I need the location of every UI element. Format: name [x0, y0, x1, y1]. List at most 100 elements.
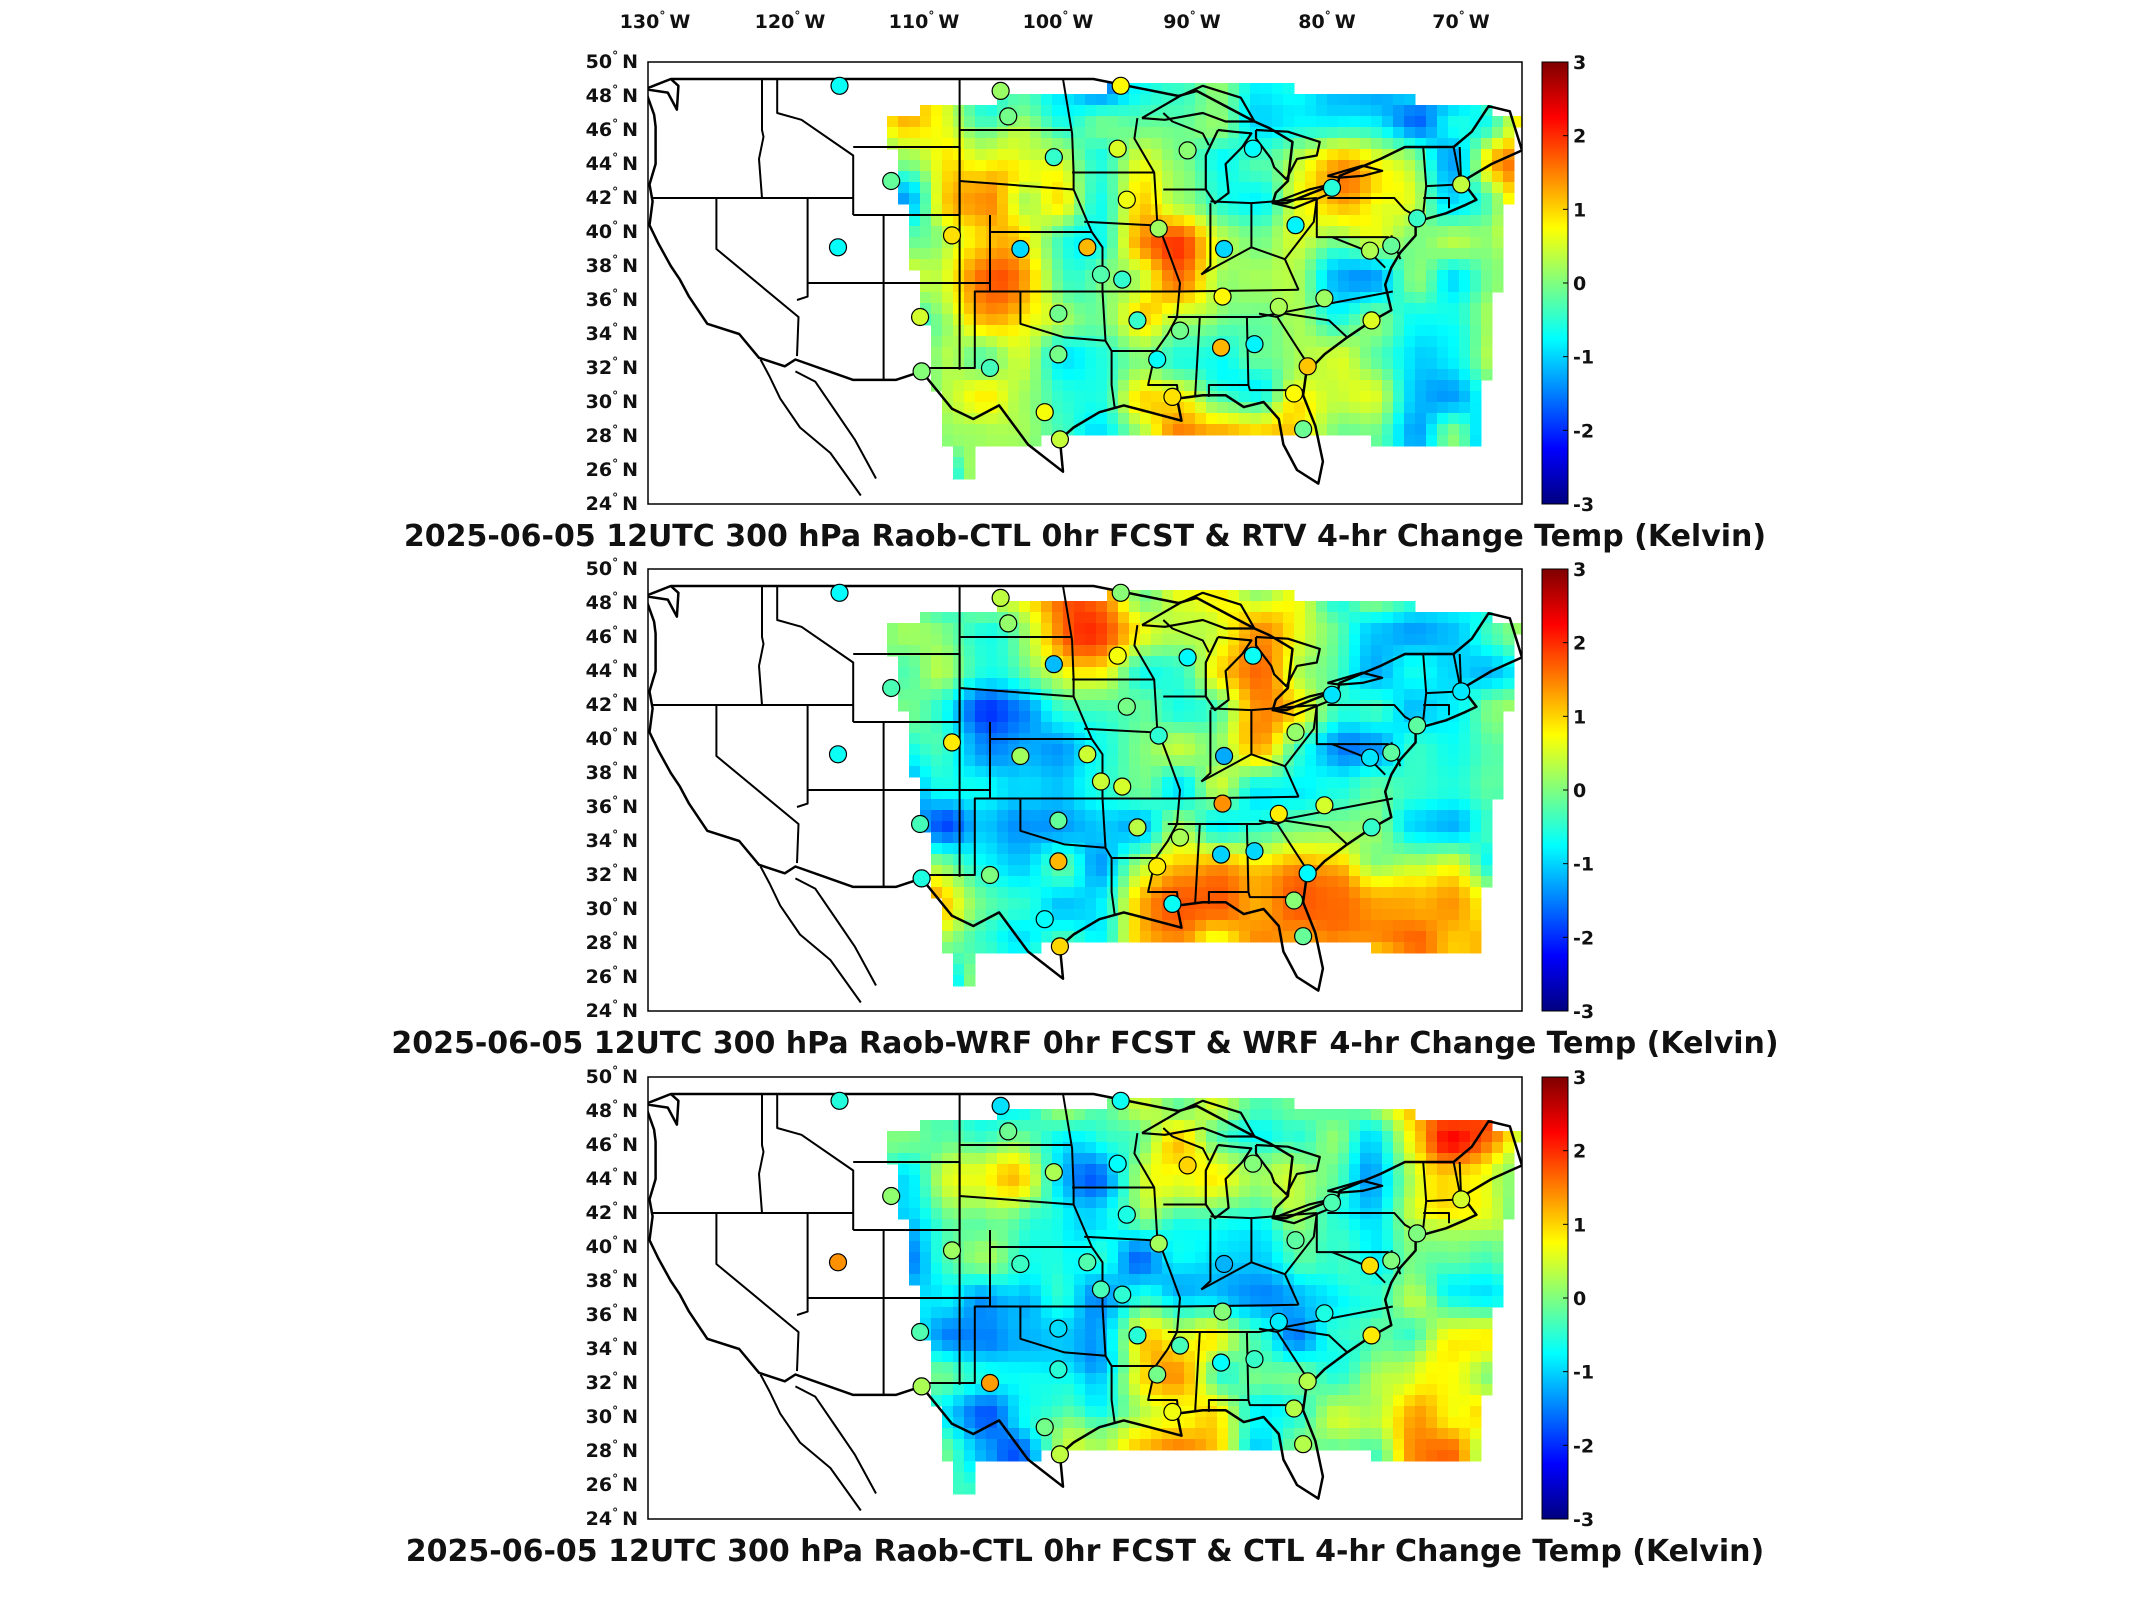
field-cell: [1360, 281, 1372, 293]
field-cell: [1404, 1285, 1416, 1297]
field-cell: [1250, 160, 1262, 172]
field-cell: [1096, 1109, 1108, 1121]
field-cell: [1448, 402, 1460, 414]
field-cell: [986, 942, 998, 954]
field-cell: [986, 270, 998, 282]
field-cell: [964, 1307, 976, 1319]
field-cell: [1448, 667, 1460, 679]
field-cell: [1261, 1098, 1273, 1110]
field-cell: [1206, 292, 1218, 304]
field-cell: [1437, 1296, 1449, 1308]
field-cell: [1459, 667, 1471, 679]
field-cell: [1096, 424, 1108, 436]
field-cell: [1008, 369, 1020, 381]
field-cell: [898, 1142, 910, 1154]
field-cell: [1327, 931, 1339, 943]
field-cell: [1470, 832, 1482, 844]
field-cell: [1382, 920, 1394, 932]
field-cell: [1426, 656, 1438, 668]
field-cell: [1338, 656, 1350, 668]
field-cell: [931, 1362, 943, 1374]
field-cell: [898, 171, 910, 183]
field-cell: [898, 1175, 910, 1187]
field-cell: [1393, 105, 1405, 117]
field-cell: [1437, 777, 1449, 789]
raob-station-marker: [1214, 746, 1234, 766]
field-cell: [1107, 259, 1119, 271]
field-cell: [1228, 744, 1240, 756]
field-cell: [1030, 667, 1042, 679]
field-cell: [1415, 843, 1427, 855]
field-cell: [1096, 1131, 1108, 1143]
field-cell: [1360, 1318, 1372, 1330]
field-cell: [931, 149, 943, 161]
field-cell: [1492, 733, 1504, 745]
latitude-value: 26: [586, 966, 612, 988]
field-cell: [1140, 1241, 1152, 1253]
field-cell: [1316, 171, 1328, 183]
field-cell: [1272, 898, 1284, 910]
field-cell: [1448, 314, 1460, 326]
field-cell: [1184, 821, 1196, 833]
field-cell: [931, 1153, 943, 1165]
field-cell: [1096, 402, 1108, 414]
field-cell: [1316, 766, 1328, 778]
field-cell: [986, 766, 998, 778]
field-cell: [1404, 733, 1416, 745]
field-cell: [1184, 612, 1196, 624]
field-cell: [1360, 832, 1372, 844]
field-cell: [1118, 160, 1130, 172]
field-cell: [1459, 336, 1471, 348]
field-cell: [1360, 612, 1372, 624]
field-cell: [1305, 1351, 1317, 1363]
field-cell: [1272, 1197, 1284, 1209]
field-cell: [1085, 292, 1097, 304]
field-cell: [1052, 700, 1064, 712]
field-cell: [1052, 1120, 1064, 1132]
field-cell: [975, 281, 987, 293]
field-cell: [1195, 1340, 1207, 1352]
field-cell: [1294, 1219, 1306, 1231]
field-cell: [1382, 711, 1394, 723]
field-cell: [1415, 733, 1427, 745]
field-cell: [1195, 1208, 1207, 1220]
field-cell: [1437, 711, 1449, 723]
field-cell: [964, 612, 976, 624]
field-cell: [1261, 193, 1273, 205]
field-cell: [1217, 700, 1229, 712]
field-cell: [1371, 777, 1383, 789]
field-cell: [1382, 303, 1394, 315]
field-cell: [1404, 656, 1416, 668]
field-cell: [1448, 380, 1460, 392]
field-cell: [1228, 821, 1240, 833]
field-cell: [1492, 755, 1504, 767]
field-cell: [1074, 1230, 1086, 1242]
field-cell: [1382, 1219, 1394, 1231]
field-cell: [1041, 1351, 1053, 1363]
field-cell: [1492, 127, 1504, 139]
field-cell: [1019, 1208, 1031, 1220]
field-cell: [1063, 116, 1075, 128]
field-cell: [1085, 138, 1097, 150]
field-cell: [975, 766, 987, 778]
field-cell: [1151, 799, 1163, 811]
field-cell: [909, 733, 921, 745]
field-cell: [1085, 931, 1097, 943]
field-cell: [1382, 1109, 1394, 1121]
field-cell: [942, 182, 954, 194]
field-cell: [1371, 105, 1383, 117]
field-cell: [1107, 920, 1119, 932]
field-cell: [1404, 766, 1416, 778]
field-cell: [1019, 1153, 1031, 1165]
field-cell: [1382, 391, 1394, 403]
field-cell: [1162, 259, 1174, 271]
raob-station-marker: [1011, 746, 1030, 766]
field-cell: [1030, 1340, 1042, 1352]
field-cell: [1140, 854, 1152, 866]
field-cell: [1283, 292, 1295, 304]
field-cell: [1272, 391, 1284, 403]
field-cell: [1294, 1351, 1306, 1363]
raob-stations: [828, 76, 1471, 449]
field-cell: [1371, 832, 1383, 844]
field-cell: [1294, 171, 1306, 183]
